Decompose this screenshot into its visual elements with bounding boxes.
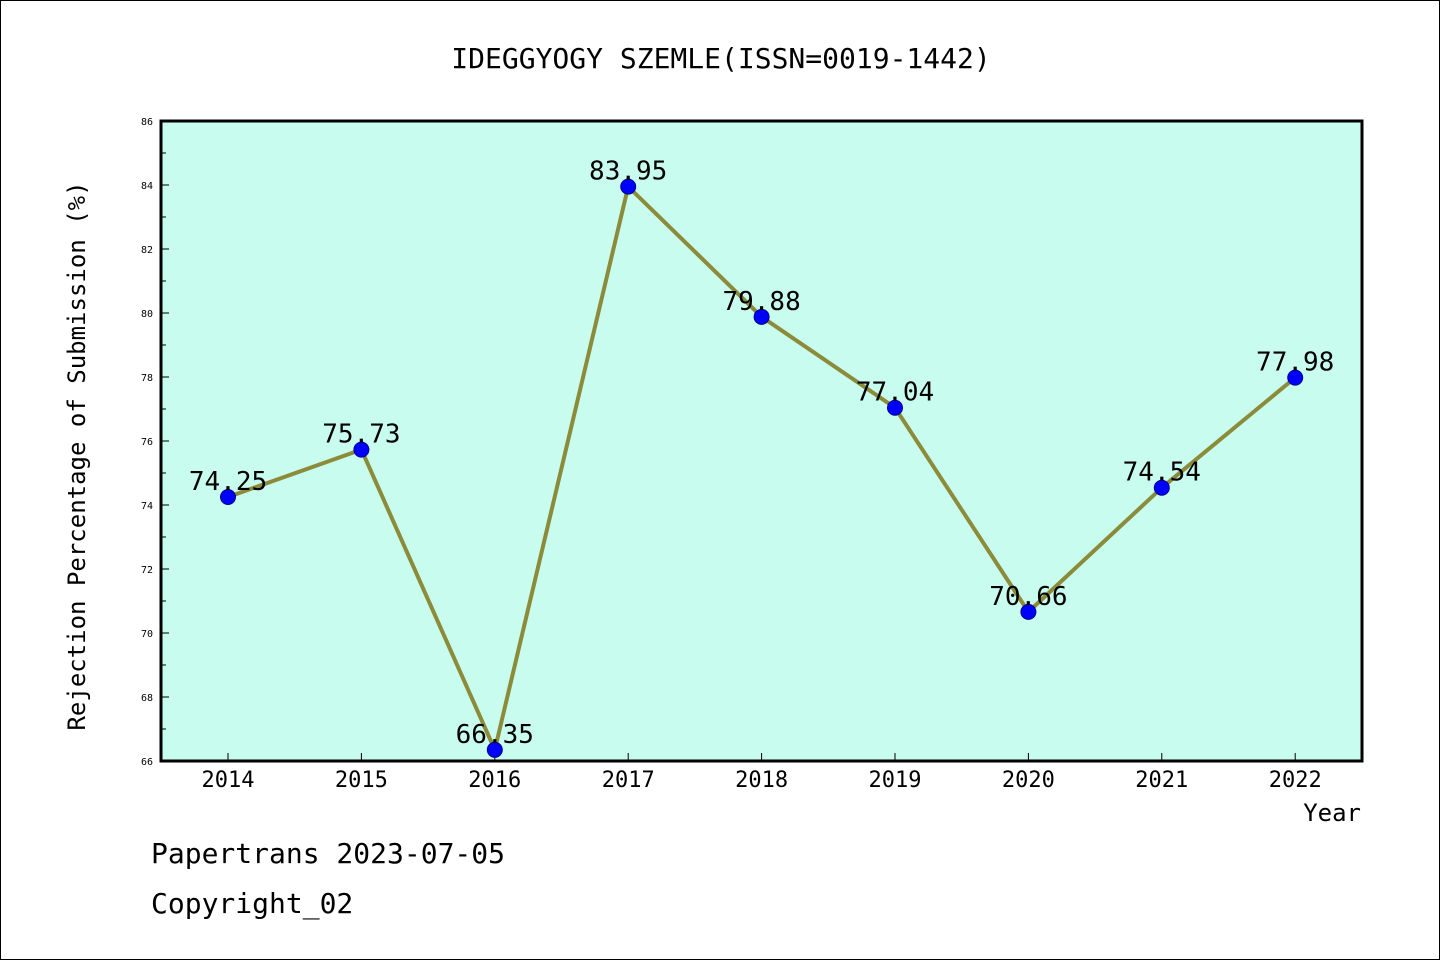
y-tick-label: 78	[141, 373, 153, 384]
x-tick-label: 2019	[869, 768, 922, 793]
data-label: 79.88	[722, 287, 800, 317]
y-tick-label: 84	[141, 181, 153, 192]
x-tick-label: 2014	[202, 768, 255, 793]
data-point-marker	[887, 399, 903, 416]
data-label: 70.66	[989, 582, 1067, 612]
x-tick-label: 2016	[468, 768, 521, 793]
data-point-marker	[1020, 603, 1037, 620]
y-tick-label: 74	[141, 501, 153, 512]
data-label: 77.98	[1256, 348, 1334, 378]
data-label: 77.04	[856, 378, 934, 408]
data-point-marker	[220, 489, 236, 505]
y-tick-label: 72	[141, 565, 153, 576]
x-tick-label: 2020	[1002, 768, 1055, 793]
y-axis-label: Rejection Percentage of Submission (%)	[63, 181, 91, 730]
data-label: 75.73	[322, 420, 400, 450]
y-tick-label: 70	[141, 629, 153, 640]
y-tick-label: 82	[141, 245, 153, 256]
series-layer: 74.25 75.73 66.35 83.95 79.88 77.04 70.66 74.54…	[189, 157, 1334, 758]
y-tick-label: 80	[141, 309, 153, 320]
x-tick-label: 2017	[602, 768, 655, 793]
data-point-marker	[1153, 479, 1170, 496]
x-axis-ticks: 2014 2015 2016 2017 2018 2019 2020 2021 2022	[202, 753, 1322, 793]
data-label: 74.54	[1123, 458, 1201, 488]
data-point-marker	[620, 178, 637, 195]
footer-date-text: Papertrans 2023-07-05	[151, 837, 506, 870]
y-tick-label: 76	[141, 437, 153, 448]
footer-copyright-text: Copyright_02	[151, 887, 354, 920]
data-point-marker	[753, 308, 770, 325]
data-label: 66.35	[456, 720, 534, 750]
x-tick-label: 2015	[335, 768, 388, 793]
y-tick-label: 68	[141, 693, 153, 704]
data-point-marker	[353, 441, 370, 458]
plot-border	[159, 119, 1364, 763]
y-tick-label: 66	[141, 757, 153, 768]
data-point-marker	[1287, 369, 1304, 386]
x-tick-label: 2021	[1135, 768, 1188, 793]
y-tick-label: 86	[141, 117, 153, 128]
x-axis-label: Year	[1303, 799, 1361, 827]
x-tick-label: 2022	[1269, 768, 1322, 793]
data-label: 83.95	[589, 157, 667, 187]
plot-area	[161, 121, 1362, 761]
chart-title: IDEGGYOGY SZEMLE(ISSN=0019-1442)	[451, 42, 990, 75]
data-label: 74.25	[189, 467, 267, 497]
x-tick-label: 2018	[735, 768, 788, 793]
data-point-marker	[486, 741, 503, 758]
